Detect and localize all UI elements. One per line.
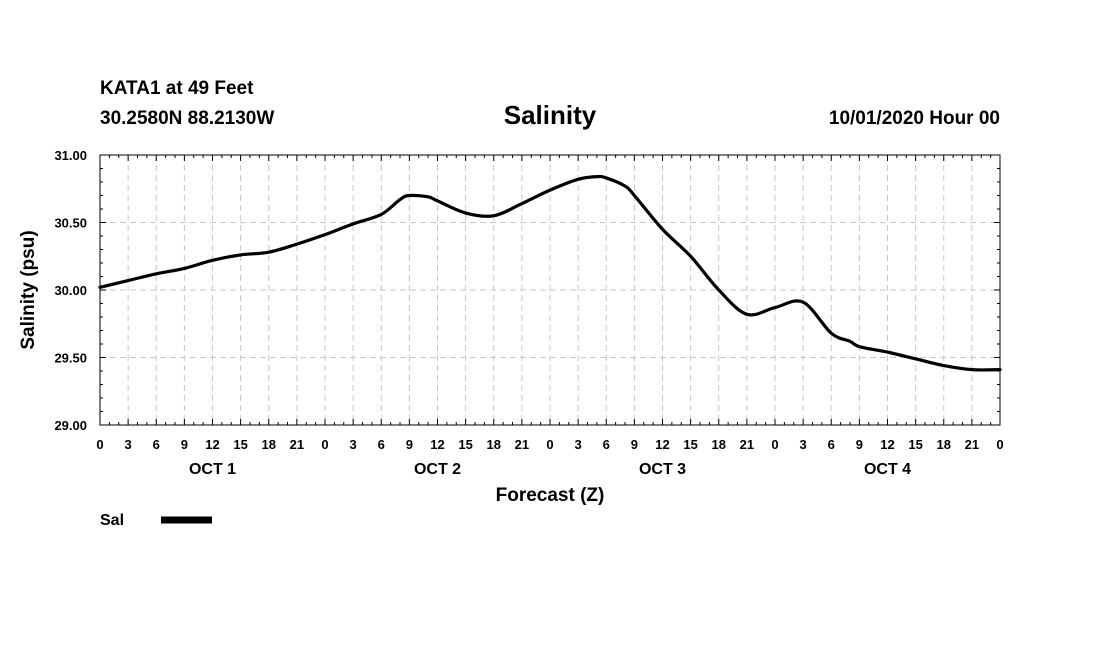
x-tick-label: 18 (262, 437, 276, 452)
x-tick-label: 21 (965, 437, 979, 452)
x-tick-label: 0 (771, 437, 778, 452)
y-tick-label: 30.00 (54, 283, 87, 298)
x-tick-label: 6 (603, 437, 610, 452)
x-tick-label: 12 (205, 437, 219, 452)
x-tick-label: 9 (856, 437, 863, 452)
x-tick-label: 18 (937, 437, 951, 452)
data-series (98, 174, 1002, 372)
series-line-sal (98, 174, 1002, 372)
x-tick-label: 0 (321, 437, 328, 452)
x-tick-label: 21 (290, 437, 304, 452)
x-tick-label: 21 (740, 437, 754, 452)
x-tick-label: 0 (96, 437, 103, 452)
legend-label: Sal (100, 512, 124, 529)
x-tick-label: 15 (683, 437, 697, 452)
x-tick-label: 15 (458, 437, 472, 452)
x-tick-label: 6 (828, 437, 835, 452)
x-tick-label: 15 (233, 437, 247, 452)
x-tick-label: 6 (153, 437, 160, 452)
y-tick-label: 29.00 (54, 418, 87, 433)
station-label: KATA1 at 49 Feet (100, 78, 254, 99)
tick-labels: 0 3 6 9 12 15 18 21 0 3 6 9 12 15 18 21 0 3 6 9 12 15 18 21 0 3 6 9… (54, 148, 1003, 478)
x-tick-label: 3 (350, 437, 357, 452)
forecast-datetime: 10/01/2020 Hour 00 (829, 108, 1000, 129)
x-tick-label: 15 (908, 437, 922, 452)
y-tick-label: 30.50 (54, 216, 87, 231)
axis-ticks (99, 154, 1001, 426)
chart-title: Salinity (504, 100, 597, 130)
day-label: OCT 1 (189, 461, 236, 478)
x-tick-label: 9 (181, 437, 188, 452)
x-tick-label: 18 (712, 437, 726, 452)
day-label: OCT 2 (414, 461, 461, 478)
x-tick-label: 3 (800, 437, 807, 452)
x-tick-label: 3 (125, 437, 132, 452)
gridlines (100, 155, 1000, 425)
x-tick-label: 3 (575, 437, 582, 452)
coordinates-label: 30.2580N 88.2130W (100, 108, 274, 129)
x-tick-label: 12 (655, 437, 669, 452)
x-tick-label: 12 (430, 437, 444, 452)
day-label: OCT 3 (639, 461, 686, 478)
y-tick-label: 29.50 (54, 351, 87, 366)
x-axis-title: Forecast (Z) (496, 485, 605, 506)
day-label: OCT 4 (864, 461, 911, 478)
x-tick-label: 18 (487, 437, 501, 452)
x-tick-label: 9 (631, 437, 638, 452)
x-tick-label: 9 (406, 437, 413, 452)
x-tick-label: 12 (880, 437, 894, 452)
y-tick-label: 31.00 (54, 148, 87, 163)
x-tick-label: 21 (515, 437, 529, 452)
x-tick-label: 6 (378, 437, 385, 452)
y-axis-title: Salinity (psu) (18, 230, 39, 349)
x-tick-label: 0 (546, 437, 553, 452)
x-tick-label: 0 (996, 437, 1003, 452)
